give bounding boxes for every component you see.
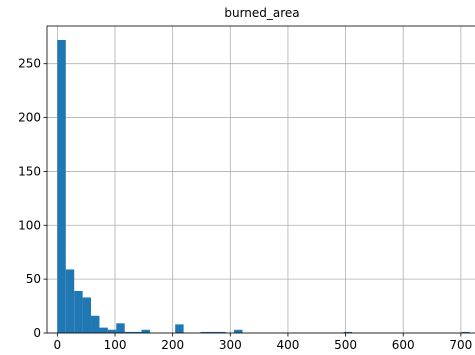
- x-tick-label: 600: [392, 338, 415, 352]
- y-tick-label: 100: [18, 218, 41, 232]
- x-tick-label: 300: [219, 338, 242, 352]
- histogram-bars: [57, 40, 470, 333]
- axes: 0 100 200 300 400 500 600 700 0 50 100 150 200 250: [18, 57, 472, 352]
- histogram-bar: [461, 331, 470, 333]
- y-tick-label: 200: [18, 111, 41, 125]
- histogram-bar: [141, 329, 150, 333]
- histogram-bar: [124, 331, 134, 333]
- chart-title: burned_area: [224, 6, 299, 20]
- histogram-bar: [65, 269, 75, 333]
- x-tick-label: 200: [161, 338, 184, 352]
- x-tick-label: 100: [104, 338, 127, 352]
- histogram-bar: [57, 40, 66, 333]
- y-tick-label: 0: [33, 326, 41, 340]
- histogram-bar: [91, 315, 100, 333]
- histogram-bar: [343, 331, 353, 333]
- histogram-bar: [208, 331, 218, 333]
- histogram-bar: [175, 324, 184, 333]
- histogram-bar: [200, 331, 209, 333]
- histogram-bar: [82, 297, 92, 333]
- x-tick-label: 500: [334, 338, 357, 352]
- x-tick-label: 0: [54, 338, 62, 352]
- y-tick-label: 250: [18, 57, 41, 71]
- histogram-bar: [99, 327, 108, 333]
- histogram-bar: [217, 331, 226, 333]
- plot-frame: [46, 25, 475, 334]
- histogram-bar: [74, 290, 83, 333]
- x-tick-label: 400: [276, 338, 299, 352]
- grid: [47, 26, 475, 334]
- histogram-bar: [234, 329, 243, 333]
- histogram-bar: [133, 331, 142, 333]
- histogram-bar: [107, 329, 117, 333]
- x-tick-label: 700: [449, 338, 472, 352]
- y-tick-label: 50: [26, 272, 41, 286]
- y-tick-label: 150: [18, 164, 41, 178]
- histogram-bar: [116, 323, 125, 333]
